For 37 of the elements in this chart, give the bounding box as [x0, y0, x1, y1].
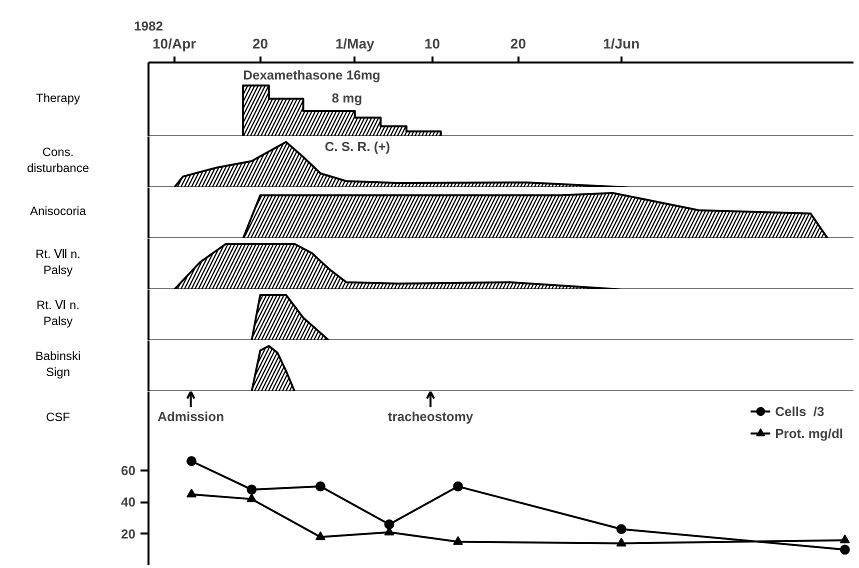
point: [384, 519, 394, 530]
point: [186, 456, 196, 466]
annotation: C. S. R. (+): [324, 139, 390, 154]
point: [840, 534, 850, 544]
y-tick-label: 60: [121, 463, 136, 478]
x-axis-title: 1982: [134, 18, 163, 34]
legend-label: Cells /3: [775, 404, 824, 418]
x-tick-label: 10: [424, 36, 440, 52]
annotation: tracheostomy: [388, 408, 474, 424]
point: [246, 493, 257, 502]
text: Therapy: [34, 90, 82, 106]
y-tick-label: 20: [121, 526, 136, 542]
x-tick-label: 1/May: [335, 36, 375, 52]
point: [453, 536, 464, 545]
text: CSF: [45, 409, 71, 425]
text: Anisocoria: [28, 203, 88, 219]
point: [315, 531, 326, 540]
annotation: Dexamethasone 16mg: [243, 67, 380, 82]
text: Rt. Ⅵ n. Palsy: [35, 297, 80, 329]
x-tick-label: 20: [252, 36, 268, 52]
point: [616, 538, 626, 546]
text: Rt. Ⅶ n. Palsy: [34, 246, 82, 278]
text: Babinski Sign: [34, 348, 82, 380]
point: [246, 484, 257, 495]
x-tick-label: 10/Apr: [152, 36, 197, 52]
point: [186, 488, 196, 498]
y-tick-label: 40: [121, 494, 136, 510]
annotation: 8 mg: [332, 90, 362, 106]
x-tick-label: 20: [510, 36, 526, 52]
legend-label: Prot. mg/dl: [775, 426, 843, 440]
point: [616, 524, 626, 534]
x-tick-label: 1/Jun: [603, 36, 640, 52]
annotation: Admission: [158, 408, 224, 424]
text: Cons. disturbance: [26, 144, 90, 176]
point: [840, 544, 850, 555]
point: [315, 481, 326, 492]
point: [453, 481, 464, 492]
